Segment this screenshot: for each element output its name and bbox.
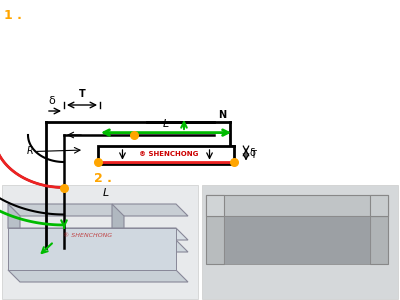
Bar xyxy=(224,216,370,264)
Text: T: T xyxy=(79,89,85,99)
Text: δ: δ xyxy=(250,148,256,158)
Bar xyxy=(2,184,198,298)
Bar xyxy=(202,184,398,298)
Polygon shape xyxy=(206,195,388,216)
Text: L: L xyxy=(103,188,109,199)
Polygon shape xyxy=(8,204,20,240)
Polygon shape xyxy=(206,216,224,264)
Text: ® SHENCHONG: ® SHENCHONG xyxy=(64,233,112,238)
Text: δ: δ xyxy=(48,97,55,106)
Polygon shape xyxy=(8,270,188,282)
Text: L: L xyxy=(163,119,169,129)
Polygon shape xyxy=(112,204,124,252)
Polygon shape xyxy=(370,216,388,264)
Text: 1 .: 1 . xyxy=(4,9,22,22)
Polygon shape xyxy=(112,240,188,252)
Polygon shape xyxy=(370,195,388,216)
Text: R: R xyxy=(27,146,33,157)
Polygon shape xyxy=(8,228,176,270)
Polygon shape xyxy=(206,195,224,216)
Polygon shape xyxy=(8,228,188,240)
Polygon shape xyxy=(8,204,188,216)
Text: T: T xyxy=(250,150,256,160)
Bar xyxy=(98,146,234,164)
Text: N: N xyxy=(218,110,226,120)
Text: ® SHENCHONG: ® SHENCHONG xyxy=(139,152,198,158)
Text: 2 .: 2 . xyxy=(94,172,112,185)
